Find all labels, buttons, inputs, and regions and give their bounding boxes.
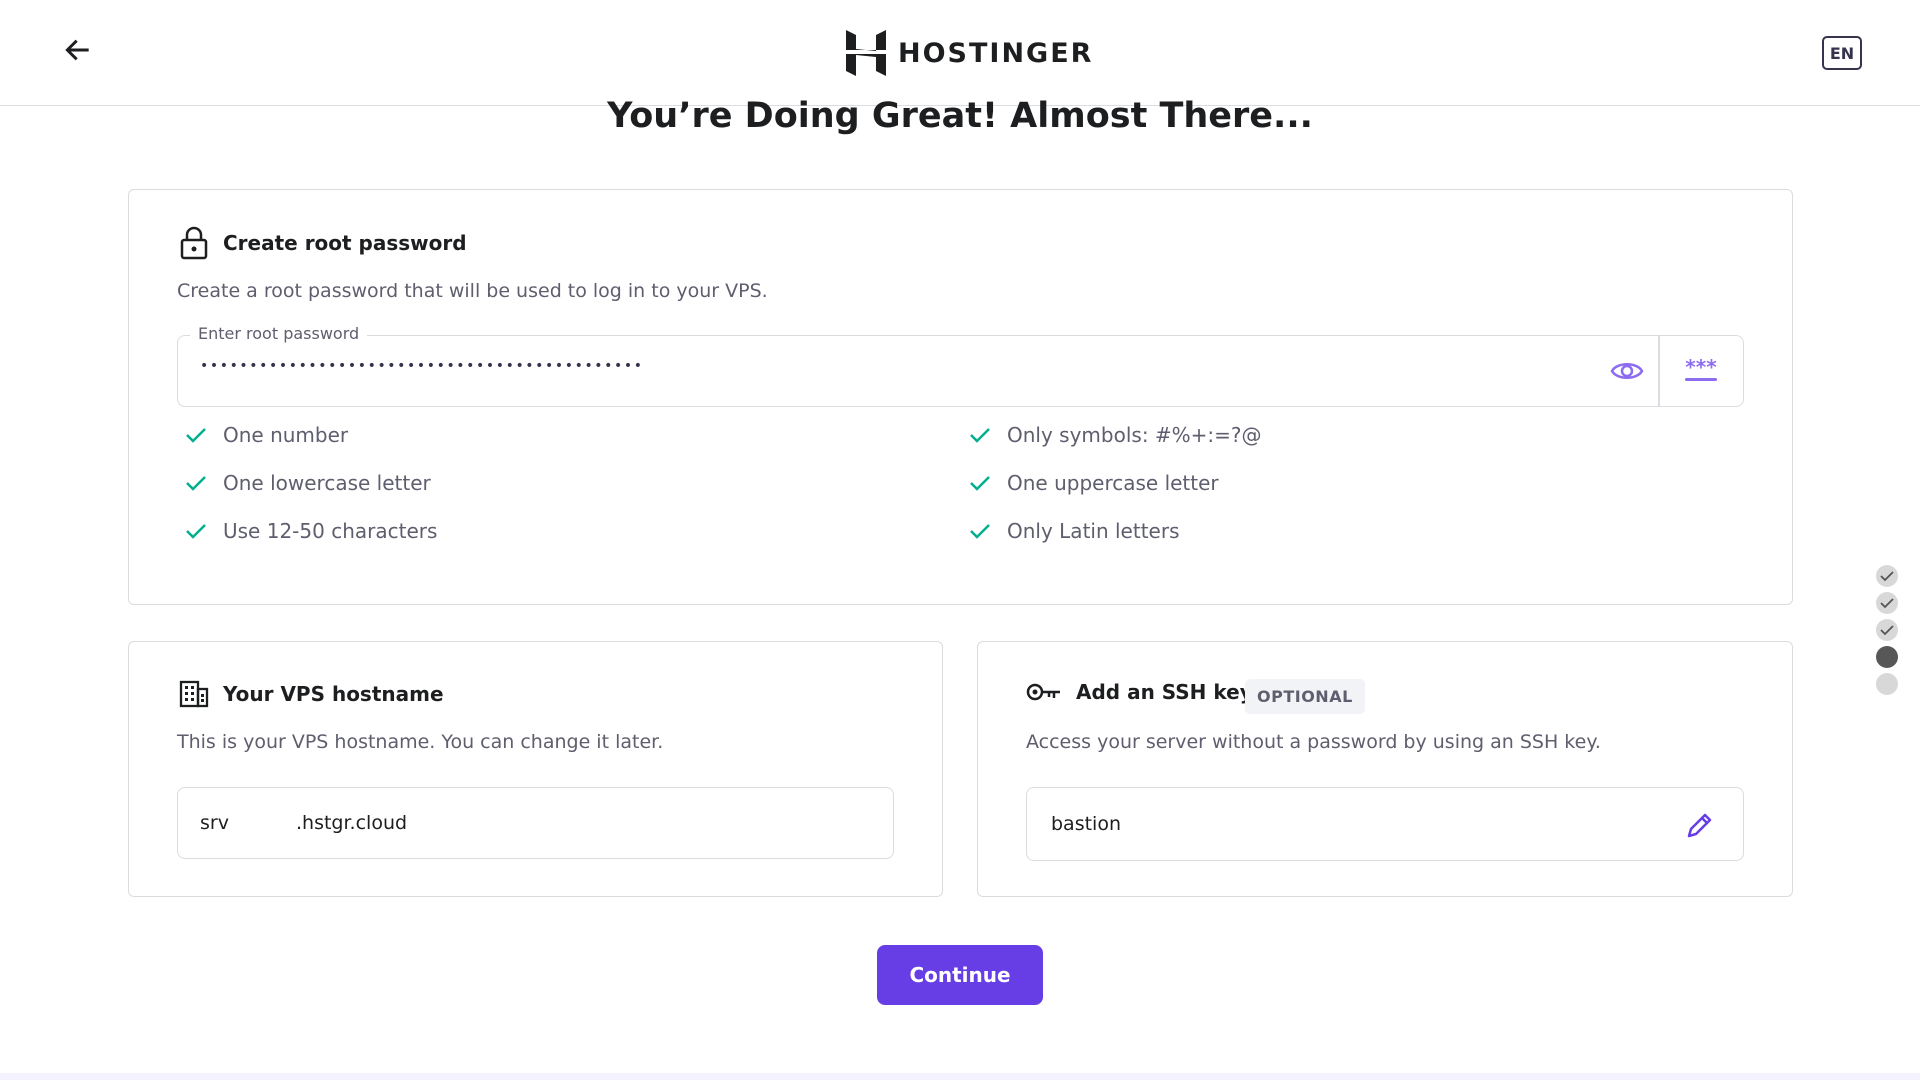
requirement-lowercase: One lowercase letter bbox=[185, 471, 431, 495]
hostinger-logo-icon bbox=[846, 30, 886, 76]
footer-strip bbox=[0, 1073, 1920, 1080]
key-icon bbox=[1026, 683, 1060, 701]
requirement-symbols: Only symbols: #%+:=?@ bbox=[969, 423, 1262, 447]
requirement-one-number: One number bbox=[185, 423, 348, 447]
ssh-key-card: Add an SSH key OPTIONAL Access your serv… bbox=[977, 641, 1793, 897]
brand-name: HOSTINGER bbox=[898, 37, 1094, 69]
ssh-key-input[interactable]: bastion bbox=[1026, 787, 1744, 861]
card-description: Access your server without a password by… bbox=[1026, 731, 1601, 753]
continue-button[interactable]: Continue bbox=[877, 945, 1043, 1005]
check-icon bbox=[186, 524, 206, 539]
pencil-icon[interactable] bbox=[1685, 810, 1715, 840]
password-value: ••••••••••••••••••••••••••••••••••••••••… bbox=[200, 358, 644, 374]
password-generate-icon[interactable]: *** bbox=[1683, 358, 1719, 384]
requirement-length: Use 12-50 characters bbox=[185, 519, 437, 543]
card-title: Add an SSH key bbox=[1026, 680, 1253, 704]
language-selector[interactable]: EN bbox=[1822, 36, 1862, 70]
field-label: Enter root password bbox=[190, 324, 368, 343]
page-title: You’re Doing Great! Almost There... bbox=[607, 96, 1313, 136]
step-done bbox=[1876, 619, 1898, 641]
card-title: Your VPS hostname bbox=[179, 680, 444, 708]
check-icon bbox=[186, 476, 206, 491]
card-title: Create root password bbox=[179, 226, 467, 260]
hostname-card: Your VPS hostname This is your VPS hostn… bbox=[128, 641, 943, 897]
svg-text:***: *** bbox=[1685, 358, 1717, 379]
root-password-input[interactable]: Enter root password ••••••••••••••••••••… bbox=[177, 324, 1744, 407]
root-password-card: Create root password Create a root passw… bbox=[128, 189, 1793, 605]
requirement-uppercase: One uppercase letter bbox=[969, 471, 1219, 495]
hostinger-logo[interactable]: HOSTINGER bbox=[846, 30, 1093, 76]
hostname-input[interactable]: srv .hstgr.cloud bbox=[177, 787, 894, 859]
optional-badge: OPTIONAL bbox=[1245, 679, 1365, 714]
arrow-left-icon[interactable] bbox=[62, 34, 94, 66]
hostname-suffix: .hstgr.cloud bbox=[296, 812, 408, 834]
step-done bbox=[1876, 592, 1898, 614]
ssh-key-value: bastion bbox=[1051, 813, 1121, 835]
card-description: This is your VPS hostname. You can chang… bbox=[177, 731, 664, 753]
hostname-prefix: srv bbox=[200, 812, 229, 834]
step-done bbox=[1876, 565, 1898, 587]
check-icon bbox=[1880, 625, 1894, 636]
building-icon bbox=[179, 680, 209, 708]
check-icon bbox=[970, 524, 990, 539]
check-icon bbox=[970, 428, 990, 443]
check-icon bbox=[186, 428, 206, 443]
card-description: Create a root password that will be used… bbox=[177, 280, 768, 302]
step-pending bbox=[1876, 673, 1898, 695]
top-bar: HOSTINGER EN bbox=[0, 0, 1920, 106]
requirement-latin: Only Latin letters bbox=[969, 519, 1180, 543]
check-icon bbox=[1880, 598, 1894, 609]
step-current bbox=[1876, 646, 1898, 668]
lock-icon bbox=[180, 226, 208, 260]
check-icon bbox=[1880, 571, 1894, 582]
check-icon bbox=[970, 476, 990, 491]
eye-icon[interactable] bbox=[1610, 358, 1644, 384]
